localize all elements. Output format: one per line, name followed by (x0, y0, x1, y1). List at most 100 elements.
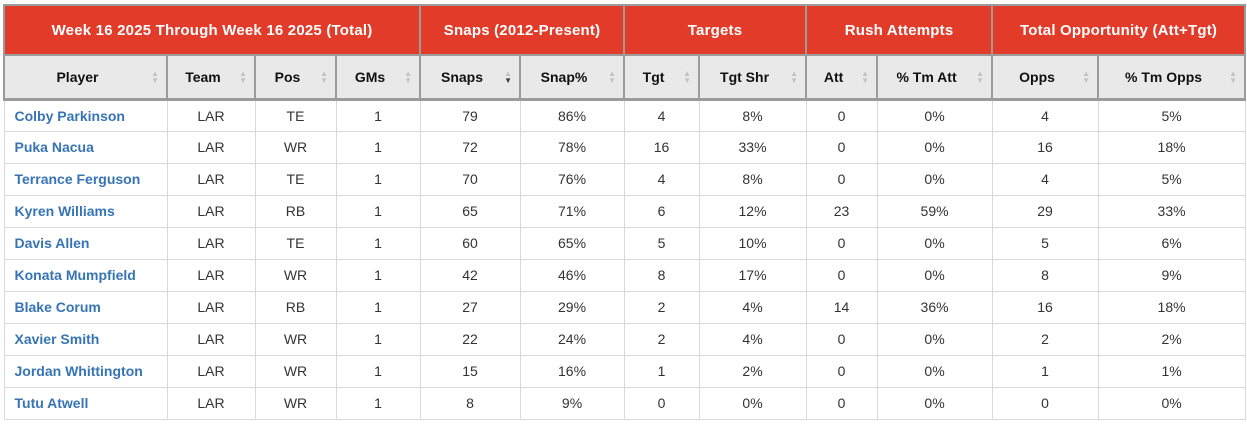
cell-tgt_shr: 2% (698, 354, 807, 388)
player-link[interactable]: Tutu Atwell (14, 395, 89, 411)
player-link[interactable]: Jordan Whittington (14, 363, 143, 379)
player-link[interactable]: Kyren Williams (14, 203, 115, 219)
sort-up-icon: ▲ (1229, 68, 1238, 78)
cell-tgt_shr: 33% (698, 130, 807, 164)
cell-tgt: 1 (623, 354, 700, 388)
cell-tm_att_pct: 0% (876, 98, 993, 132)
table-row: Kyren Williams LAR RB 1 65 71% 6 12% 23 59% 29 33% (3, 194, 1246, 228)
cell-tm_opps_pct: 6% (1097, 226, 1246, 260)
column-header-pos[interactable]: Pos ▲ ▼ (254, 54, 337, 101)
column-header-snap_pct[interactable]: Snap% ▲ ▼ (519, 54, 626, 101)
cell-player: Blake Corum (3, 290, 168, 324)
column-header-player[interactable]: Player ▲ ▼ (3, 54, 168, 101)
sort-down-icon: ▼ (976, 75, 985, 85)
sort-down-icon: ▼ (861, 75, 870, 85)
cell-att: 0 (805, 354, 878, 388)
table-row: Tutu Atwell LAR WR 1 8 9% 0 0% 0 0% 0 0% (3, 386, 1246, 420)
column-label: Att (823, 68, 844, 85)
sort-icon: ▲ ▼ (320, 68, 328, 85)
cell-team: LAR (166, 162, 256, 196)
column-label: Tgt (642, 68, 665, 85)
column-header-tm_att_pct[interactable]: % Tm Att ▲ ▼ (876, 54, 994, 101)
player-link[interactable]: Colby Parkinson (14, 107, 125, 124)
table-row: Puka Nacua LAR WR 1 72 78% 16 33% 0 0% 16 18% (3, 130, 1246, 164)
cell-tm_opps_pct: 18% (1097, 130, 1246, 164)
cell-tm_opps_pct: 18% (1097, 290, 1246, 324)
table-row: Terrance Ferguson LAR TE 1 70 76% 4 8% 0 0% 4 5% (3, 162, 1246, 196)
cell-tgt: 2 (623, 322, 700, 356)
cell-gms: 1 (335, 194, 421, 228)
column-label: Opps (1019, 68, 1055, 85)
column-header-tgt[interactable]: Tgt ▲ ▼ (623, 54, 701, 101)
player-link[interactable]: Puka Nacua (14, 139, 94, 155)
column-header-team[interactable]: Team ▲ ▼ (166, 54, 256, 101)
column-label: % Tm Att (896, 68, 957, 85)
cell-att: 0 (805, 162, 878, 196)
cell-player: Davis Allen (3, 226, 168, 260)
sort-up-icon: ▲ (404, 68, 413, 78)
sort-icon: ▲ ▼ (861, 69, 870, 85)
cell-tm_att_pct: 36% (876, 290, 993, 324)
cell-gms: 1 (335, 226, 421, 260)
cell-tm_att_pct: 0% (876, 322, 993, 356)
player-link[interactable]: Konata Mumpfield (14, 267, 136, 283)
cell-snap_pct: 78% (519, 130, 625, 164)
column-header-gms[interactable]: GMs ▲ ▼ (334, 54, 422, 101)
column-label: Player (56, 68, 99, 85)
cell-tgt_shr: 10% (698, 226, 807, 260)
cell-tgt: 6 (623, 194, 700, 228)
sort-down-icon: ▼ (320, 75, 328, 85)
cell-team: LAR (166, 354, 256, 388)
sort-icon: ▲ ▼ (239, 68, 247, 84)
cell-tm_att_pct: 0% (876, 130, 993, 164)
cell-player: Konata Mumpfield (3, 258, 168, 292)
sort-down-icon: ▼ (1082, 75, 1091, 85)
cell-tm_opps_pct: 1% (1097, 354, 1246, 388)
column-label: Snap% (540, 68, 588, 85)
cell-opps: 5 (991, 226, 1099, 260)
player-link[interactable]: Terrance Ferguson (14, 171, 141, 187)
column-header-row: Player ▲ ▼ Team ▲ ▼ Pos ▲ ▼ GMs ▲ ▼ Snaps ▲ ▼ Snap% ▲ ▼ Tg… (3, 54, 1247, 101)
cell-snaps: 70 (419, 162, 521, 196)
cell-gms: 1 (335, 162, 421, 196)
column-header-att[interactable]: Att ▲ ▼ (805, 54, 879, 101)
sort-down-icon: ▼ (608, 75, 617, 85)
column-header-tm_opps_pct[interactable]: % Tm Opps ▲ ▼ (1097, 54, 1247, 101)
cell-snap_pct: 24% (519, 322, 625, 356)
cell-snaps: 72 (419, 130, 521, 164)
column-header-opps[interactable]: Opps ▲ ▼ (991, 54, 1100, 101)
group-header-4: Total Opportunity (Att+Tgt) (991, 4, 1247, 56)
column-header-snaps[interactable]: Snaps ▲ ▼ (419, 54, 522, 101)
column-label: Pos (274, 68, 301, 85)
cell-team: LAR (166, 98, 256, 132)
cell-tgt: 4 (623, 162, 700, 196)
cell-player: Xavier Smith (3, 322, 168, 356)
cell-team: LAR (166, 322, 256, 356)
player-link[interactable]: Blake Corum (14, 299, 101, 315)
column-header-tgt_shr[interactable]: Tgt Shr ▲ ▼ (698, 54, 808, 101)
table-row: Konata Mumpfield LAR WR 1 42 46% 8 17% 0 0% 8 9% (3, 258, 1246, 292)
cell-gms: 1 (335, 130, 421, 164)
cell-tgt_shr: 0% (698, 386, 807, 420)
cell-player: Kyren Williams (3, 194, 168, 228)
sort-up-icon: ▲ (320, 68, 328, 78)
cell-opps: 16 (991, 130, 1099, 164)
cell-pos: WR (254, 322, 337, 356)
sort-up-icon: ▲ (608, 68, 617, 78)
cell-tm_att_pct: 0% (876, 226, 993, 260)
sort-icon: ▲ ▼ (1229, 68, 1238, 84)
player-link[interactable]: Davis Allen (14, 235, 90, 251)
table-row: Blake Corum LAR RB 1 27 29% 2 4% 14 36% 16 18% (3, 290, 1246, 324)
cell-pos: WR (254, 354, 337, 388)
cell-tgt: 16 (623, 130, 700, 164)
cell-tgt_shr: 17% (698, 258, 807, 292)
cell-player: Colby Parkinson (3, 98, 168, 132)
cell-tm_opps_pct: 0% (1097, 386, 1246, 420)
cell-tgt: 5 (623, 226, 700, 260)
cell-att: 0 (805, 322, 878, 356)
sort-icon: ▲ ▼ (790, 69, 798, 84)
sort-up-icon: ▲ (239, 68, 247, 78)
player-link[interactable]: Xavier Smith (14, 331, 100, 347)
cell-opps: 2 (991, 322, 1099, 356)
